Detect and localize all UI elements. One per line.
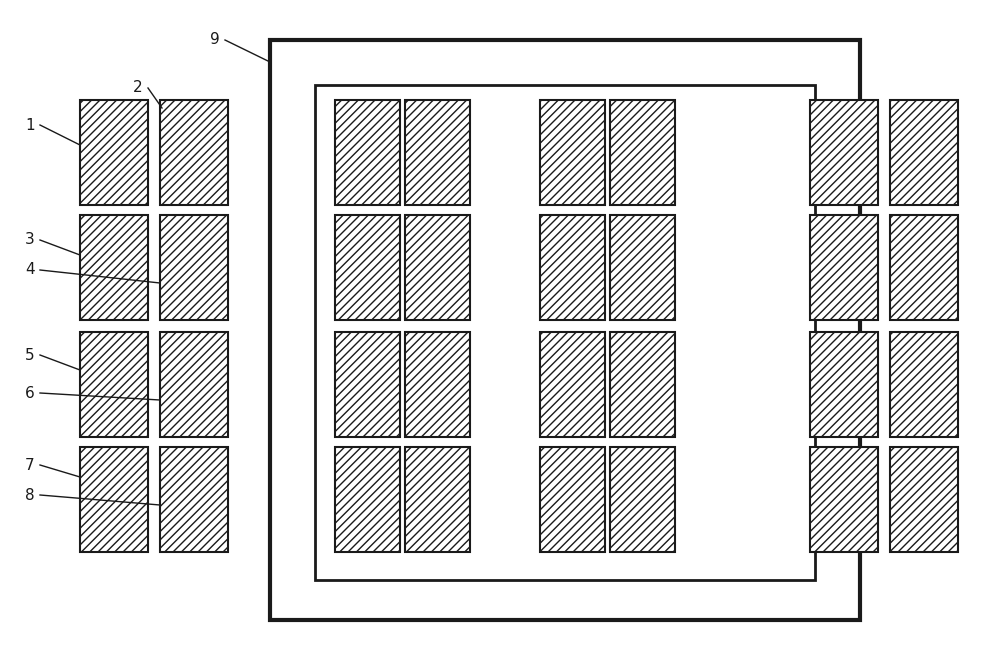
Bar (160, 215, 228, 320)
Bar (315, 85, 815, 580)
Bar (80, 447, 148, 552)
Bar (160, 447, 228, 552)
Text: 9: 9 (210, 32, 220, 48)
Bar (405, 215, 470, 320)
Bar (270, 40, 860, 620)
Bar (890, 447, 958, 552)
Bar (810, 332, 878, 437)
Bar (810, 100, 878, 205)
Bar (890, 332, 958, 437)
Bar (890, 100, 958, 205)
Bar (540, 100, 605, 205)
Bar (610, 447, 675, 552)
Bar (335, 447, 400, 552)
Text: 3: 3 (25, 232, 35, 248)
Bar (405, 100, 470, 205)
Bar (80, 215, 148, 320)
Bar (80, 100, 148, 205)
Bar (610, 215, 675, 320)
Text: 4: 4 (25, 263, 35, 277)
Bar (335, 332, 400, 437)
Bar (405, 447, 470, 552)
Bar (80, 332, 148, 437)
Bar (335, 215, 400, 320)
Text: 5: 5 (25, 348, 35, 362)
Bar (540, 332, 605, 437)
Text: 1: 1 (25, 117, 35, 133)
Text: 7: 7 (25, 457, 35, 473)
Bar (810, 447, 878, 552)
Bar (610, 100, 675, 205)
Bar (335, 100, 400, 205)
Bar (160, 100, 228, 205)
Bar (405, 332, 470, 437)
Text: 2: 2 (133, 81, 143, 96)
Text: 8: 8 (25, 488, 35, 502)
Bar (810, 215, 878, 320)
Bar (160, 332, 228, 437)
Text: 6: 6 (25, 385, 35, 401)
Bar (890, 215, 958, 320)
Bar (540, 215, 605, 320)
Bar (610, 332, 675, 437)
Bar (540, 447, 605, 552)
